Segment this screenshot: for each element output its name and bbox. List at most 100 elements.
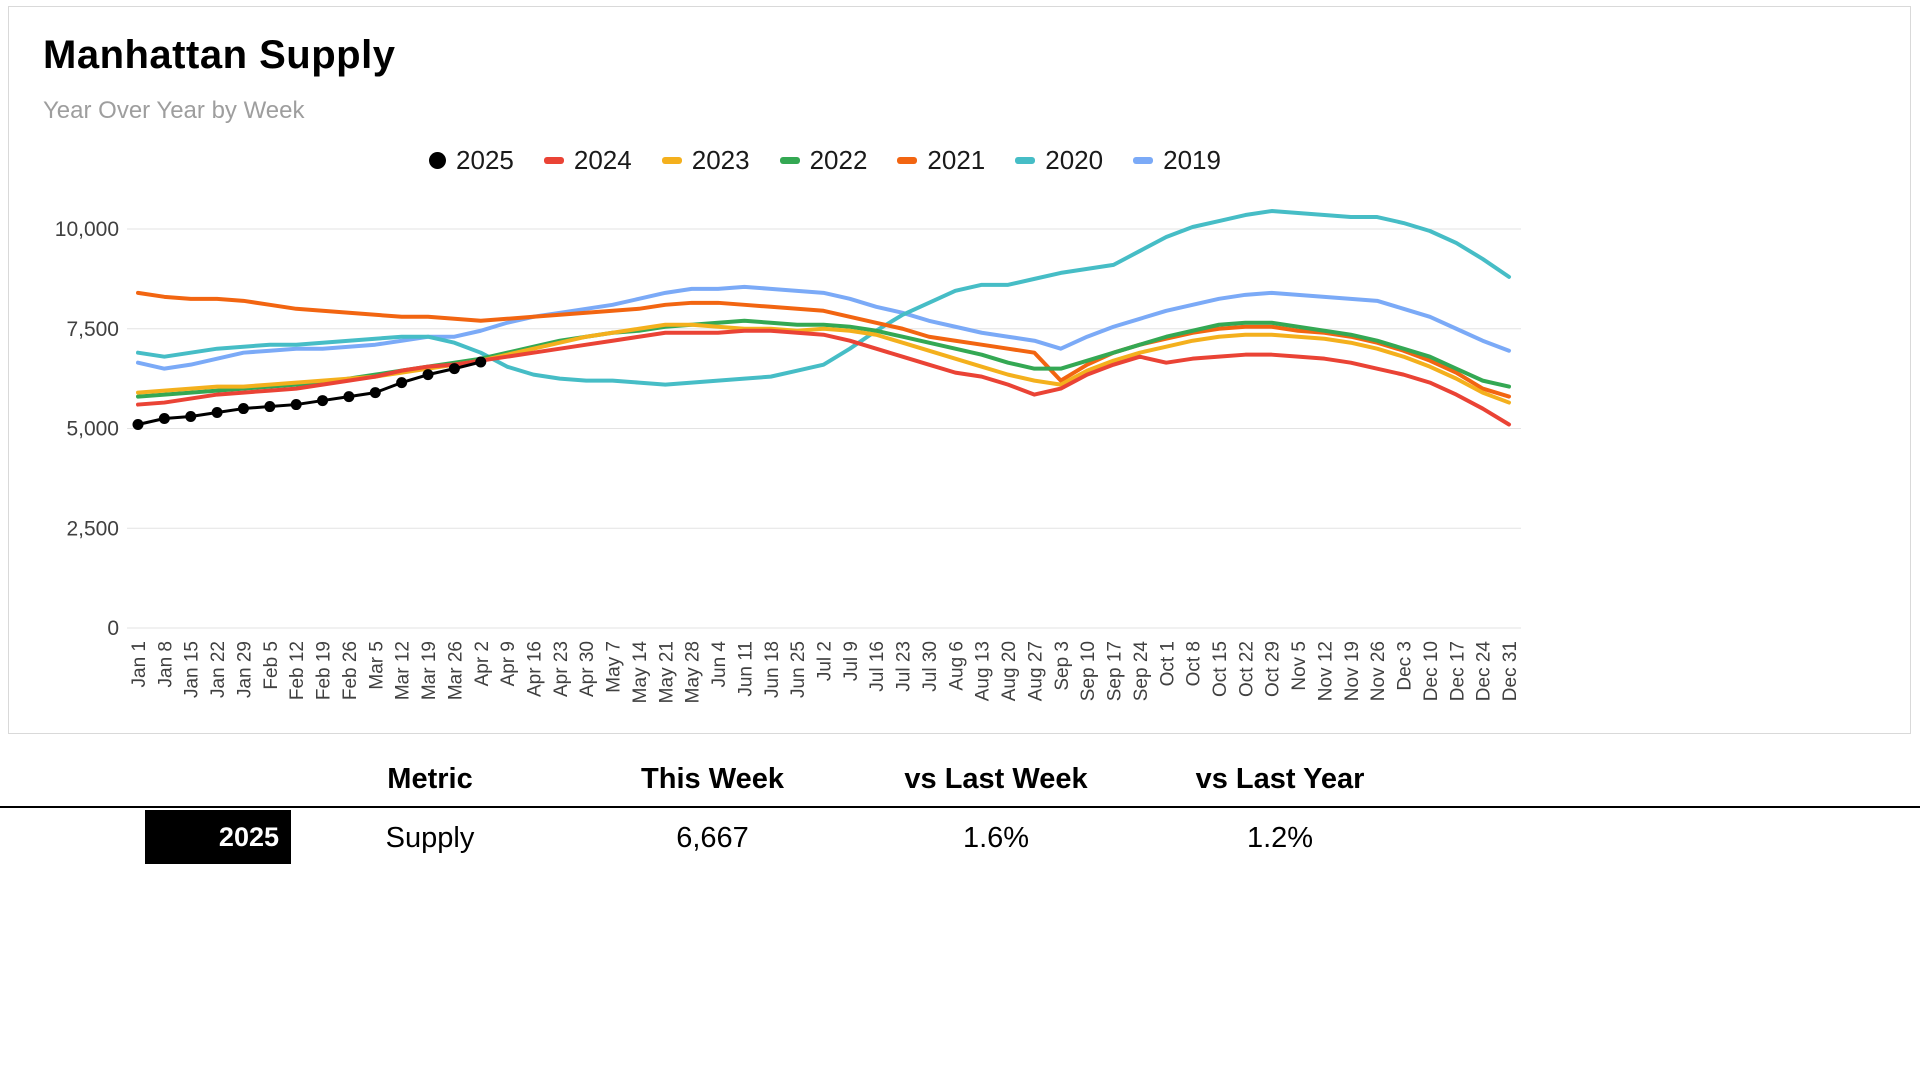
x-tick-label: Feb 12 bbox=[287, 641, 308, 700]
x-tick-label: Jun 4 bbox=[709, 641, 730, 688]
x-tick-label: Aug 27 bbox=[1025, 641, 1046, 701]
x-tick-label: Mar 26 bbox=[445, 641, 466, 700]
x-tick-label: Oct 8 bbox=[1184, 641, 1205, 686]
x-tick-label: Dec 10 bbox=[1421, 641, 1442, 701]
x-tick-label: Apr 16 bbox=[524, 641, 545, 697]
x-tick-label: Oct 1 bbox=[1157, 641, 1178, 686]
x-tick-label: Dec 24 bbox=[1474, 641, 1495, 702]
x-tick-label: Jul 23 bbox=[894, 641, 915, 692]
x-tick-label: Jan 29 bbox=[234, 641, 255, 698]
legend-label-2019: 2019 bbox=[1163, 145, 1221, 175]
year-badge: 2025 bbox=[145, 810, 291, 864]
legend-marker-2024 bbox=[543, 157, 564, 164]
x-tick-label: Sep 24 bbox=[1131, 641, 1152, 702]
data-point-2025 bbox=[396, 377, 408, 389]
x-tick-label: May 21 bbox=[656, 641, 677, 703]
x-tick-label: Feb 26 bbox=[340, 641, 361, 700]
x-tick-label: Mar 5 bbox=[366, 641, 387, 690]
x-tick-label: Jun 11 bbox=[735, 641, 756, 697]
x-tick-label: Apr 23 bbox=[551, 641, 572, 697]
x-tick-label: Mar 12 bbox=[393, 641, 414, 700]
series-line-2019 bbox=[136, 284, 1511, 371]
x-tick-label: Dec 3 bbox=[1395, 641, 1416, 691]
legend-marker-2022 bbox=[779, 157, 800, 164]
legend-marker-2021 bbox=[897, 157, 918, 164]
col-header-metric: Metric bbox=[387, 763, 473, 795]
legend-item-2023: 2023 bbox=[661, 145, 750, 176]
legend-item-2022: 2022 bbox=[779, 145, 868, 176]
x-tick-label: Jun 25 bbox=[788, 641, 809, 698]
x-tick-label: May 28 bbox=[683, 641, 704, 703]
data-point-2025 bbox=[343, 391, 355, 403]
x-tick-label: Aug 13 bbox=[973, 641, 994, 701]
cell-vs-last-week: 1.6% bbox=[962, 822, 1030, 854]
x-tick-label: Jul 9 bbox=[841, 641, 862, 681]
col-header-this-week: This Week bbox=[641, 763, 784, 795]
cell-this-week: 6,667 bbox=[676, 822, 749, 854]
x-tick-label: May 7 bbox=[604, 641, 625, 693]
x-tick-label: Jan 22 bbox=[208, 641, 229, 698]
data-point-2025 bbox=[475, 356, 487, 368]
series-line-2021 bbox=[136, 290, 1511, 399]
data-point-2025 bbox=[211, 407, 223, 419]
cell-metric: Supply bbox=[385, 822, 475, 854]
x-tick-label: Nov 19 bbox=[1342, 641, 1363, 701]
y-tick-label: 5,000 bbox=[66, 418, 119, 441]
x-tick-label: Oct 15 bbox=[1210, 641, 1231, 697]
legend-label-2023: 2023 bbox=[691, 145, 750, 175]
x-tick-label: Nov 5 bbox=[1289, 641, 1310, 691]
x-tick-label: Jul 30 bbox=[920, 641, 941, 692]
x-tick-label: May 14 bbox=[630, 641, 651, 704]
x-tick-label: Oct 29 bbox=[1263, 641, 1284, 697]
data-point-2025 bbox=[158, 413, 170, 425]
data-point-2025 bbox=[132, 419, 144, 431]
legend-label-2021: 2021 bbox=[927, 145, 986, 175]
data-point-2025 bbox=[185, 411, 197, 423]
x-tick-label: Feb 19 bbox=[314, 641, 335, 700]
legend-marker-2025 bbox=[429, 152, 447, 169]
y-tick-label: 2,500 bbox=[66, 517, 119, 540]
x-tick-label: Aug 6 bbox=[946, 641, 967, 691]
chart-title: Manhattan Supply bbox=[43, 33, 396, 77]
legend-item-2025: 2025 bbox=[429, 145, 514, 176]
x-tick-label: Sep 3 bbox=[1052, 641, 1073, 691]
chart-legend: 2025 2024 2023 2022 2021 2020 2019 bbox=[129, 145, 1521, 176]
x-tick-label: Jul 16 bbox=[867, 641, 888, 692]
data-point-2025 bbox=[317, 395, 329, 407]
legend-item-2020: 2020 bbox=[1015, 145, 1103, 176]
x-tick-label: Dec 17 bbox=[1447, 641, 1468, 701]
data-point-2025 bbox=[237, 403, 249, 415]
x-tick-label: Nov 26 bbox=[1368, 641, 1389, 701]
chart-subtitle: Year Over Year by Week bbox=[43, 97, 305, 124]
legend-label-2022: 2022 bbox=[809, 145, 868, 175]
y-tick-label: 10,000 bbox=[55, 218, 119, 241]
x-tick-label: Sep 10 bbox=[1078, 641, 1099, 701]
x-tick-label: Oct 22 bbox=[1236, 641, 1257, 697]
legend-marker-2019 bbox=[1133, 157, 1154, 164]
x-tick-label: Apr 30 bbox=[577, 641, 598, 697]
x-tick-label: Jan 8 bbox=[155, 641, 176, 687]
x-tick-label: Mar 19 bbox=[419, 641, 440, 700]
y-tick-label: 0 bbox=[107, 617, 119, 640]
y-tick-label: 7,500 bbox=[66, 318, 119, 341]
series-line-2024 bbox=[136, 328, 1511, 427]
legend-label-2025: 2025 bbox=[456, 145, 514, 175]
x-tick-label: Feb 5 bbox=[261, 641, 282, 690]
legend-label-2020: 2020 bbox=[1045, 145, 1104, 175]
x-tick-label: Jan 1 bbox=[129, 641, 150, 687]
series-line-2020 bbox=[136, 209, 1511, 387]
table-header-separator bbox=[0, 806, 1920, 808]
legend-label-2024: 2024 bbox=[573, 145, 632, 175]
x-tick-label: Dec 31 bbox=[1500, 641, 1521, 701]
data-point-2025 bbox=[264, 401, 276, 413]
data-point-2025 bbox=[290, 399, 302, 411]
data-point-2025 bbox=[422, 369, 434, 381]
x-tick-label: Nov 12 bbox=[1315, 641, 1336, 701]
legend-marker-2023 bbox=[661, 157, 682, 164]
x-tick-label: Aug 20 bbox=[999, 641, 1020, 701]
x-tick-label: Jul 2 bbox=[815, 641, 836, 681]
legend-item-2021: 2021 bbox=[897, 145, 985, 176]
cell-vs-last-year: 1.2% bbox=[1246, 822, 1314, 854]
x-tick-label: Apr 2 bbox=[472, 641, 493, 686]
